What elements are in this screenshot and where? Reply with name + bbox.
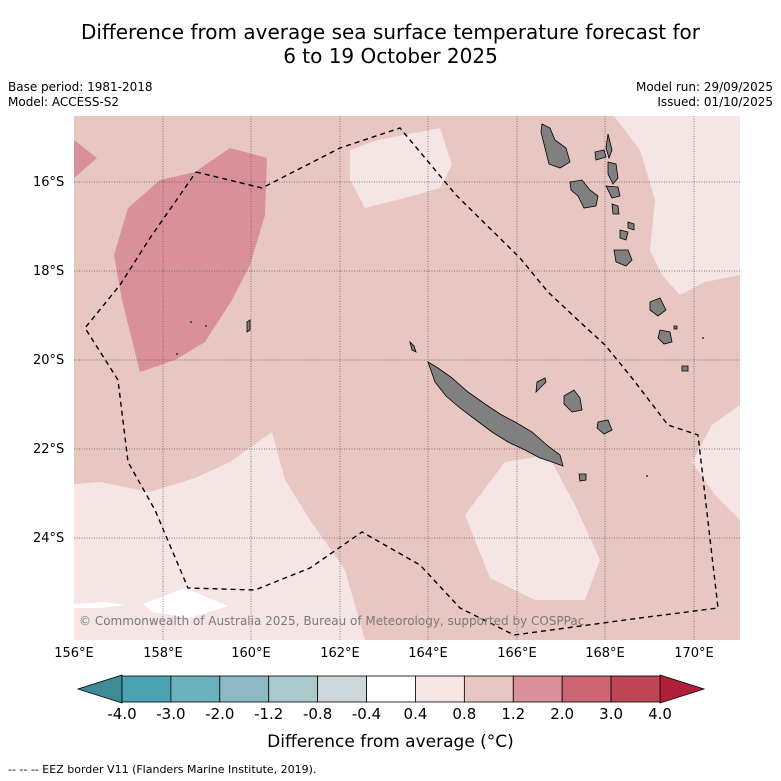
colorbar-tick-label: -1.2 — [254, 705, 284, 723]
colorbar-segment — [610, 675, 661, 703]
colorbar-segment — [366, 675, 416, 703]
colorbar-segment — [268, 675, 319, 703]
eez-border — [84, 127, 719, 636]
eez-legend: -- -- -- EEZ border V11 (Flanders Marine… — [8, 763, 317, 776]
land-vanuatu-tanna — [649, 297, 667, 317]
y-tick-22s: 22°S — [33, 442, 65, 457]
x-tick-156e: 156°E — [54, 646, 94, 661]
model-name: Model: ACCESS-S2 — [8, 95, 120, 109]
colorbar-under-arrow — [76, 674, 123, 704]
colorbar-segment — [170, 675, 221, 703]
land-vanuatu-ambrym — [607, 161, 619, 185]
title-line-2: 6 to 19 October 2025 — [283, 44, 498, 68]
sst-band-1.2-2.0-west — [114, 148, 267, 372]
land-vanuatu-erromango — [613, 249, 633, 267]
colorbar-over-arrow — [659, 674, 706, 704]
y-tick-18s: 18°S — [33, 264, 65, 279]
sst-band-0.0-0.4-patch — [143, 588, 228, 618]
land-islet-east-2 — [681, 365, 689, 372]
sst-band-0.4-0.8-south-central — [465, 455, 600, 600]
colorbar-title: Difference from average (°C) — [267, 732, 514, 752]
land-islet-east-3 — [702, 337, 704, 339]
land-vanuatu-efate — [627, 221, 635, 231]
land-islet-west-3 — [205, 325, 207, 327]
land-new-caledonia — [427, 361, 564, 467]
sst-band-0.4-0.8-northeast — [614, 116, 740, 295]
land-isle-of-pines — [578, 473, 587, 482]
colorbar-segment — [317, 675, 367, 703]
map-area — [74, 116, 740, 640]
land-vanuatu-epi — [605, 185, 621, 199]
sst-band-0.4-0.8-east — [692, 405, 740, 520]
land-islet-west-4 — [176, 353, 178, 355]
x-tick-162e: 162°E — [320, 646, 360, 661]
y-tick-16s: 16°S — [33, 175, 65, 190]
colorbar-segment — [561, 675, 612, 703]
land-vanuatu-aneityum — [657, 329, 673, 345]
model-run: Model run: 29/09/2025 — [635, 80, 773, 94]
issued-date: Issued: 01/10/2025 — [657, 95, 773, 109]
land-islet-west-1 — [246, 319, 251, 333]
colorbar — [76, 674, 706, 704]
land-islet-west-2 — [190, 321, 192, 323]
colorbar-tick-label: 0.8 — [452, 705, 477, 723]
colorbar-tick-label: 1.2 — [501, 705, 526, 723]
x-tick-168e: 168°E — [585, 646, 625, 661]
land-vanuatu-shepherds — [611, 203, 620, 215]
colorbar-tick-label: 4.0 — [648, 705, 672, 723]
land-loyalty-ouvea — [535, 377, 547, 394]
colorbar-segment — [121, 675, 172, 703]
y-tick-24s: 24°S — [33, 531, 65, 546]
sst-band-1.2-2.0-corner — [74, 140, 97, 178]
colorbar-tick-label: 2.0 — [550, 705, 575, 723]
colorbar-segment — [415, 675, 465, 703]
sst-band-0.0-0.4-strip — [74, 602, 125, 608]
graticule — [74, 116, 740, 640]
colorbar-segment — [512, 675, 563, 703]
land-islet-east-4 — [646, 475, 648, 477]
land-vanuatu-maewo — [594, 149, 607, 161]
x-tick-166e: 166°E — [497, 646, 537, 661]
land-vanuatu-erromango-north — [619, 229, 629, 241]
colorbar-tick-label: -3.0 — [156, 705, 186, 723]
colorbar-tick-label: -4.0 — [107, 705, 137, 723]
colorbar-tick-label: 0.4 — [403, 705, 428, 723]
sst-band-0.4-0.8-southwest — [74, 432, 365, 640]
chart-title: Difference from average sea surface temp… — [0, 20, 781, 68]
colorbar-tick-label: -0.4 — [351, 705, 382, 723]
x-tick-164e: 164°E — [408, 646, 448, 661]
land-loyalty-lifou — [563, 389, 583, 413]
x-tick-160e: 160°E — [231, 646, 271, 661]
copyright-notice: © Commonwealth of Australia 2025, Bureau… — [79, 614, 585, 628]
land-vanuatu-pentecost — [605, 133, 613, 160]
colorbar-tick-label: -0.8 — [302, 705, 333, 723]
meta-right: Model run: 29/09/2025 Issued: 01/10/2025 — [636, 80, 773, 110]
land-belep-islets — [409, 340, 417, 353]
land-vanuatu-malakula — [569, 179, 599, 209]
land-vanuatu-santo — [540, 123, 571, 169]
sst-band-0.4-0.8-north — [350, 128, 452, 208]
meta-left: Base period: 1981-2018 Model: ACCESS-S2 — [8, 80, 153, 110]
colorbar-tick-label: -2.0 — [205, 705, 235, 723]
y-tick-20s: 20°S — [33, 353, 65, 368]
colorbar-tick-label: 3.0 — [599, 705, 624, 723]
colorbar-segment — [219, 675, 270, 703]
base-period: Base period: 1981-2018 — [8, 80, 153, 94]
land-islet-east-1 — [673, 325, 678, 330]
title-line-1: Difference from average sea surface temp… — [80, 20, 700, 44]
land-loyalty-mare — [596, 419, 613, 435]
x-tick-170e: 170°E — [674, 646, 714, 661]
colorbar-segment — [463, 675, 514, 703]
x-tick-158e: 158°E — [143, 646, 183, 661]
